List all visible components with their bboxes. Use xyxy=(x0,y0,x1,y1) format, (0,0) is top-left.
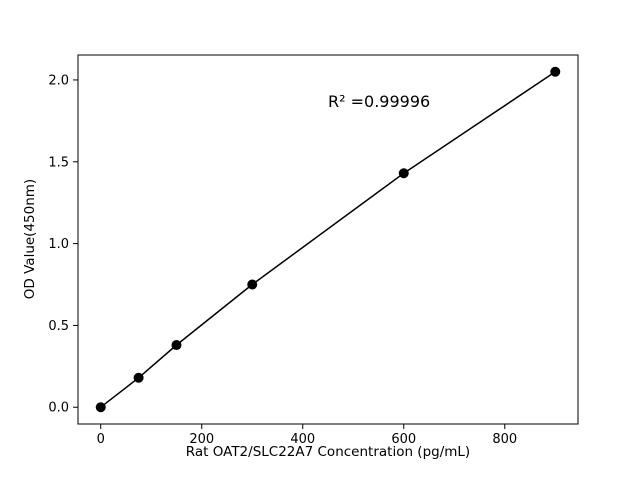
y-tick-label: 1.0 xyxy=(48,237,69,252)
x-tick-label: 0 xyxy=(97,432,105,447)
y-tick-label: 1.5 xyxy=(48,155,69,170)
x-tick-label: 600 xyxy=(391,432,416,447)
x-axis-label: Rat OAT2/SLC22A7 Concentration (pg/mL) xyxy=(185,444,471,460)
data-point-marker xyxy=(171,340,182,351)
x-tick-label: 800 xyxy=(492,432,517,447)
x-tick-label: 400 xyxy=(290,432,315,447)
data-point-marker xyxy=(133,372,144,383)
data-point-marker xyxy=(95,402,106,413)
y-tick-label: 0.5 xyxy=(48,319,69,334)
data-point-marker xyxy=(247,279,258,290)
y-axis-label: OD Value(450nm) xyxy=(22,178,38,300)
y-tick-label: 2.0 xyxy=(48,73,69,88)
plot-frame xyxy=(77,54,579,425)
x-tick-label: 200 xyxy=(189,432,214,447)
data-point-marker xyxy=(398,168,409,179)
data-point-marker xyxy=(550,66,561,77)
standard-curve-line xyxy=(100,71,556,408)
y-tick-label: 0.0 xyxy=(48,401,69,416)
r-squared-annotation: R² =0.99996 xyxy=(328,92,431,111)
